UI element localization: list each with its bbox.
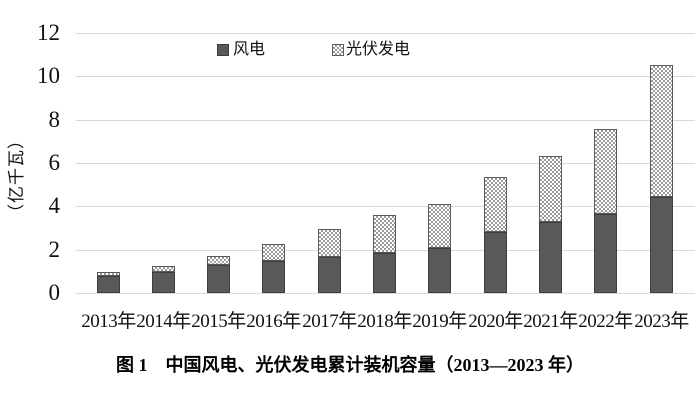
y-axis-tick-label: 0 <box>48 280 61 305</box>
x-axis-tick-label: 2015年 <box>191 311 246 332</box>
gridline <box>76 76 695 77</box>
bar-segment-wind <box>428 248 451 293</box>
bar-segment-pv <box>539 156 562 222</box>
legend-swatch-pv <box>332 44 344 56</box>
legend-swatch-wind <box>217 44 229 56</box>
x-axis-tick-label: 2019年 <box>412 311 467 332</box>
bar-segment-pv <box>594 129 617 214</box>
bar-segment-wind <box>97 276 120 293</box>
x-axis-tick-label: 2023年 <box>634 311 689 332</box>
y-axis-tick-label: 2 <box>48 237 61 262</box>
x-axis-tick-label: 2018年 <box>357 311 412 332</box>
y-axis-tick-label: 6 <box>48 150 61 175</box>
bar-segment-wind <box>650 197 673 293</box>
x-axis-tick-label: 2017年 <box>302 311 357 332</box>
figure-caption: 图 1 中国风电、光伏发电累计装机容量（2013—2023 年） <box>116 355 584 375</box>
bar-segment-pv <box>318 229 341 257</box>
gridline <box>76 120 695 121</box>
bar-segment-pv <box>373 215 396 253</box>
x-axis-tick-label: 2022年 <box>578 311 633 332</box>
x-axis-tick-label: 2016年 <box>246 311 301 332</box>
bar-segment-pv <box>484 177 507 232</box>
bar-segment-pv <box>428 204 451 248</box>
bar-segment-wind <box>318 257 341 293</box>
bar-segment-pv <box>152 266 175 272</box>
x-axis-tick-label: 2014年 <box>136 311 191 332</box>
x-axis-tick-label: 2013年 <box>81 311 136 332</box>
gridline <box>76 206 695 207</box>
bar-segment-wind <box>594 214 617 293</box>
y-axis-tick-label: 8 <box>48 107 61 132</box>
legend-label-wind: 风电 <box>233 41 266 58</box>
bar-segment-pv <box>262 244 285 261</box>
x-axis-tick-label: 2021年 <box>523 311 578 332</box>
bar-segment-wind <box>484 232 507 293</box>
bar-segment-pv <box>650 65 673 197</box>
bar-segment-wind <box>539 222 562 293</box>
y-axis-tick-label: 4 <box>48 193 61 218</box>
gridline <box>76 33 695 34</box>
bar-segment-wind <box>152 272 175 293</box>
legend-label-pv: 光伏发电 <box>346 41 411 58</box>
bar-segment-wind <box>207 265 230 293</box>
bar-segment-wind <box>373 253 396 293</box>
y-axis-tick-label: 12 <box>37 20 60 45</box>
gridline <box>76 163 695 164</box>
bar-segment-pv <box>97 272 120 276</box>
y-axis-tick-label: 10 <box>37 63 60 88</box>
bar-segment-wind <box>262 261 285 293</box>
gridline <box>76 293 695 294</box>
x-axis-tick-label: 2020年 <box>468 311 523 332</box>
bar-segment-pv <box>207 256 230 265</box>
